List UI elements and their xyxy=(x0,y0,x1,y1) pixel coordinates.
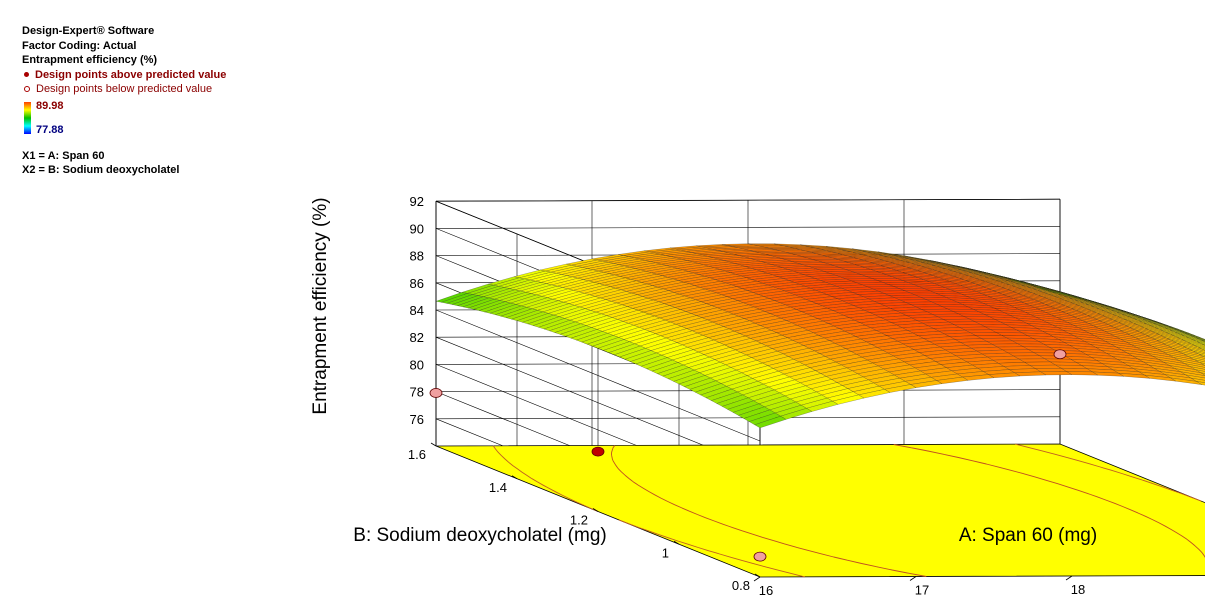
surface-patch xyxy=(1203,349,1205,351)
legend-below: Design points below predicted value xyxy=(22,82,226,97)
y-tick-mark xyxy=(592,508,599,512)
color-scale-max: 89.98 xyxy=(36,99,64,112)
x-tick-label: 18 xyxy=(1071,582,1085,597)
surface-patch xyxy=(1201,339,1205,342)
surface-patch xyxy=(1199,362,1205,366)
frame-edge xyxy=(435,198,1061,202)
surface-patch xyxy=(1188,348,1205,355)
filled-dot-icon xyxy=(24,71,29,77)
surface-patch xyxy=(1197,346,1205,351)
y-tick-label: 1.4 xyxy=(489,480,507,495)
z-tick-label: 80 xyxy=(410,357,424,372)
z-tick-label: 76 xyxy=(410,412,424,427)
design-point-below xyxy=(429,388,443,398)
y-tick-label: 0.8 xyxy=(732,578,750,593)
color-scale: 89.98 77.88 xyxy=(22,99,226,137)
surface-patch xyxy=(1182,345,1205,353)
legend-above-label: Design points above predicted value xyxy=(35,68,227,81)
hollow-dot-icon xyxy=(24,85,30,92)
response-name: Entrapment efficiency (%) xyxy=(22,54,158,66)
surface-patch xyxy=(1187,341,1205,348)
surface-patch xyxy=(1202,343,1205,346)
legend-panel: Design-Expert® Software Factor Coding: A… xyxy=(22,24,226,178)
color-scale-min: 77.88 xyxy=(36,123,64,136)
z-tick-label: 84 xyxy=(410,303,424,318)
y-tick-label: 1.6 xyxy=(408,447,426,462)
design-point-above xyxy=(591,446,605,457)
floor-plane xyxy=(435,443,1205,578)
y-axis-title: B: Sodium deoxycholatel (mg) xyxy=(353,525,606,546)
y-tick-mark xyxy=(511,475,518,480)
x-tick-mark xyxy=(909,576,917,581)
y-tick-mark xyxy=(430,442,437,447)
x-tick-mark xyxy=(753,576,761,582)
contour-line xyxy=(492,443,1202,578)
y-tick-label: 1 xyxy=(662,545,669,560)
factor-x1: X1 = A: Span 60 xyxy=(22,149,105,162)
z-tick-label: 88 xyxy=(410,249,424,264)
z-tick-label: 90 xyxy=(410,221,424,236)
color-scale-bar xyxy=(24,101,31,134)
factor-legend: X1 = A: Span 60 X2 = B: Sodium deoxychol… xyxy=(22,149,226,178)
surface-patch xyxy=(1198,353,1205,358)
factor-x2: X2 = B: Sodium deoxycholatel xyxy=(22,164,180,176)
surface-patch xyxy=(1200,372,1205,376)
surface-patch xyxy=(1191,338,1205,345)
surface-patch xyxy=(1185,374,1205,381)
surface-patch xyxy=(1184,363,1205,370)
design-point-below xyxy=(1053,349,1067,360)
surface-patch xyxy=(1193,351,1205,356)
surface-patch xyxy=(1186,336,1205,344)
software-title: Design-Expert® Software xyxy=(22,25,155,37)
factor-coding: Factor Coding: Actual xyxy=(22,39,137,52)
legend-below-label: Design points below predicted value xyxy=(36,83,213,95)
design-points xyxy=(429,349,1067,562)
axis-labels: 76788082848688909216171819200.811.21.41.… xyxy=(310,194,1097,598)
y-tick-label: 1.2 xyxy=(570,513,588,528)
x-tick-label: 16 xyxy=(759,583,773,598)
x-tick-label: 17 xyxy=(915,583,929,598)
y-tick-mark xyxy=(754,573,761,578)
surface-patch xyxy=(1196,381,1205,386)
contour-floor xyxy=(435,443,1205,578)
contour-line xyxy=(611,444,1205,577)
x-tick-mark xyxy=(1065,575,1073,581)
y-tick-mark xyxy=(673,540,680,545)
x-axis-title: A: Span 60 (mg) xyxy=(959,525,1097,546)
surface-patch xyxy=(1195,369,1205,374)
z-tick-label: 82 xyxy=(410,330,424,345)
z-tick-label: 78 xyxy=(410,385,424,400)
surface-patch xyxy=(1194,359,1205,364)
design-point-below xyxy=(753,551,767,562)
surface-patch xyxy=(1189,356,1205,363)
surface-patch xyxy=(1192,344,1205,350)
surface-patch xyxy=(1190,366,1205,372)
response-surface xyxy=(435,243,1205,429)
surface-patch xyxy=(1196,341,1205,345)
z-tick-label: 92 xyxy=(410,194,424,209)
z-tick-label: 86 xyxy=(410,276,424,291)
surface-patch xyxy=(754,416,787,429)
z-axis-title: Entrapment efficiency (%) xyxy=(310,197,331,414)
legend-above: Design points above predicted value xyxy=(22,68,226,83)
surface-patch xyxy=(1191,377,1205,383)
surface-patch xyxy=(1183,353,1205,361)
